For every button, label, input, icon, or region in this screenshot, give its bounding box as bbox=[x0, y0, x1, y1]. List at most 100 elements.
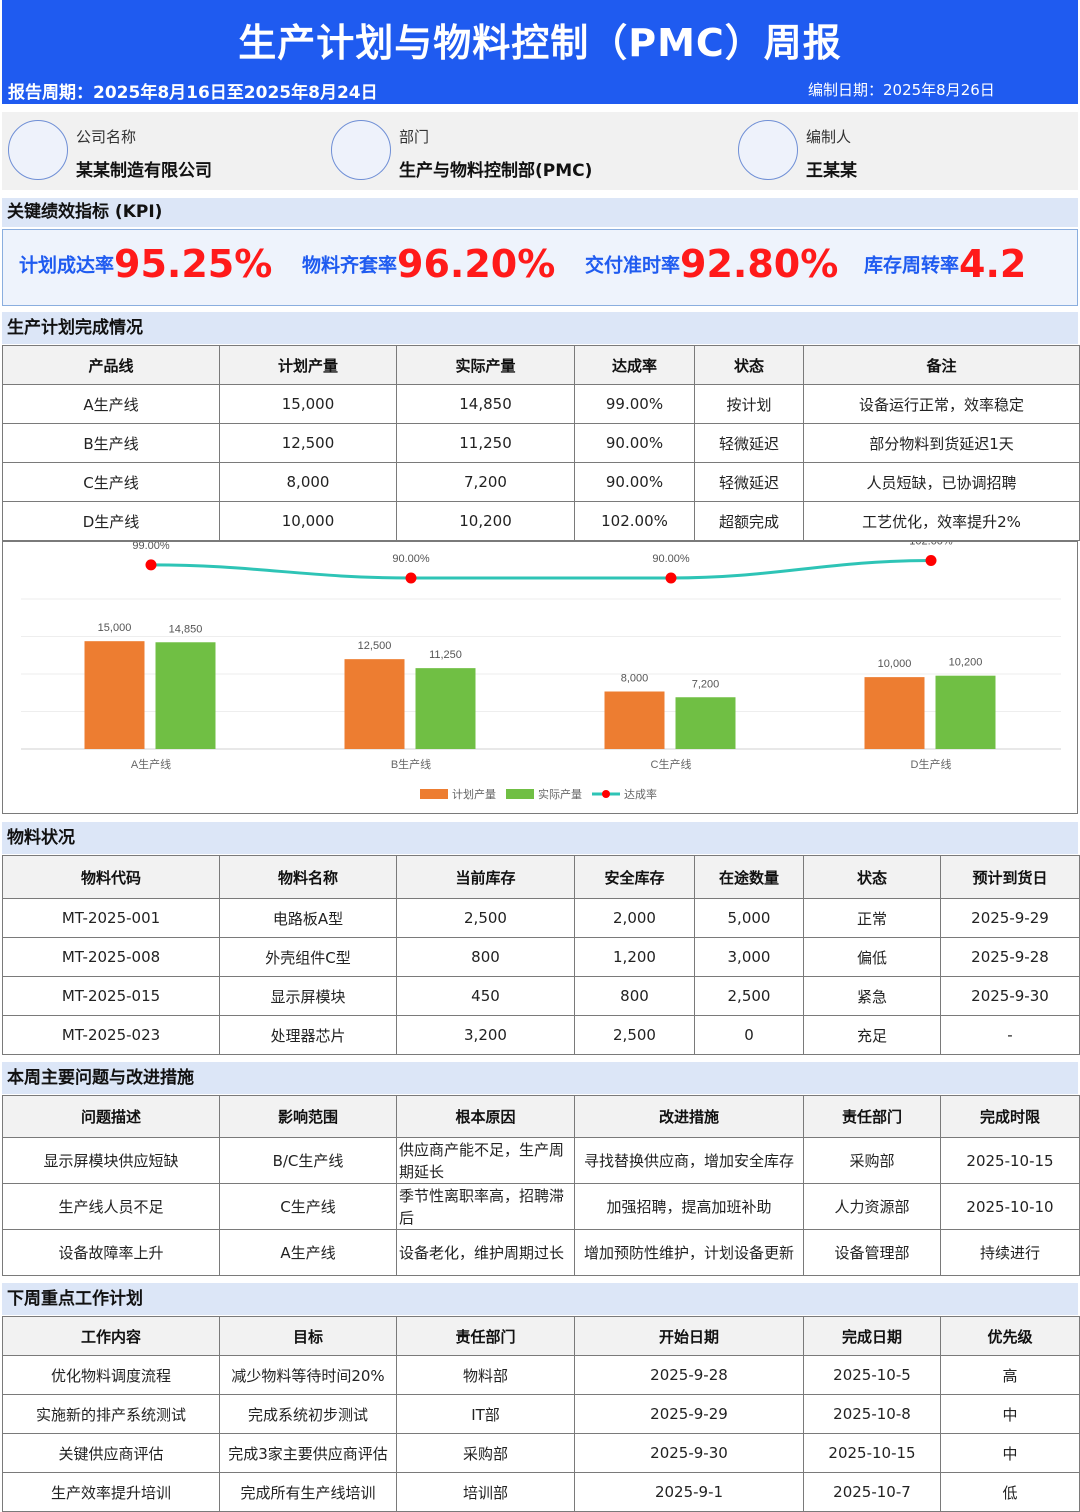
chart-line-label: 102.00% bbox=[909, 542, 953, 548]
table-cell: 外壳组件C型 bbox=[219, 937, 397, 977]
chart-data-label: 11,250 bbox=[429, 649, 462, 661]
chart-line-series bbox=[150, 559, 932, 580]
table-row: MT-2025-008 外壳组件C型 800 1,200 3,000 偏低 20… bbox=[2, 937, 1080, 977]
table-header-row: 工作内容 目标 责任部门 开始日期 完成日期 优先级 bbox=[2, 1316, 1080, 1356]
table-cell: 低 bbox=[940, 1472, 1080, 1512]
table-cell: 优化物料调度流程 bbox=[2, 1355, 220, 1395]
col-header: 实际产量 bbox=[396, 345, 575, 385]
table-cell: 显示屏模块 bbox=[219, 976, 397, 1016]
table-row: 生产效率提升培训 完成所有生产线培训 培训部 2025-9-1 2025-10-… bbox=[2, 1472, 1080, 1512]
table-cell: 处理器芯片 bbox=[219, 1015, 397, 1055]
table-cell: 高 bbox=[940, 1355, 1080, 1395]
table-cell: 15,000 bbox=[219, 384, 397, 424]
table-cell: 3,000 bbox=[694, 937, 804, 977]
table-cell: 部分物料到货延迟1天 bbox=[803, 423, 1080, 463]
table-cell: 超额完成 bbox=[694, 501, 804, 541]
table-cell: 12,500 bbox=[219, 423, 397, 463]
chart-data-label: 12,500 bbox=[358, 640, 392, 652]
table-cell: 2025-9-29 bbox=[940, 898, 1080, 938]
table-row: MT-2025-023 处理器芯片 3,200 2,500 0 充足 - bbox=[2, 1015, 1080, 1055]
table-cell: 2025-10-10 bbox=[940, 1183, 1080, 1230]
kpi-label: 物料齐套率 bbox=[302, 254, 398, 277]
table-cell: 5,000 bbox=[694, 898, 804, 938]
table-cell: 人力资源部 bbox=[803, 1183, 941, 1230]
production-chart: 15,000 14,850 A生产线 12,500 11,250 B生产线 8,000 7,2… bbox=[2, 541, 1078, 814]
table-cell: 完成3家主要供应商评估 bbox=[219, 1433, 397, 1473]
chart-line-label: 90.00% bbox=[392, 553, 430, 565]
table-cell: 800 bbox=[396, 937, 575, 977]
table-cell: 2025-10-7 bbox=[803, 1472, 941, 1512]
chart-bar bbox=[935, 675, 996, 749]
chart-bar bbox=[84, 641, 145, 749]
table-row: MT-2025-001 电路板A型 2,500 2,000 5,000 正常 2… bbox=[2, 898, 1080, 938]
table-cell: 季节性离职率高，招聘滞后 bbox=[396, 1183, 575, 1230]
table-cell: 采购部 bbox=[396, 1433, 575, 1473]
table-cell: 增加预防性维护，计划设备更新 bbox=[574, 1229, 804, 1276]
chart-data-label: 10,000 bbox=[878, 658, 912, 670]
table-cell: 2025-9-30 bbox=[940, 976, 1080, 1016]
table-cell: 2025-9-29 bbox=[574, 1394, 804, 1434]
table-cell: - bbox=[940, 1015, 1080, 1055]
table-cell: B生产线 bbox=[2, 423, 220, 463]
table-cell: 设备管理部 bbox=[803, 1229, 941, 1276]
table-cell: 2,500 bbox=[694, 976, 804, 1016]
company-label: 公司名称 bbox=[76, 128, 137, 146]
table-cell: MT-2025-023 bbox=[2, 1015, 220, 1055]
legend-label: 计划产量 bbox=[452, 787, 496, 801]
table-cell: 2,000 bbox=[574, 898, 695, 938]
table-cell: 加强招聘，提高加班补助 bbox=[574, 1183, 804, 1230]
table-cell: 持续进行 bbox=[940, 1229, 1080, 1276]
table-cell: IT部 bbox=[396, 1394, 575, 1434]
col-header: 备注 bbox=[803, 345, 1080, 385]
col-header: 改进措施 bbox=[574, 1095, 804, 1138]
chart-bar bbox=[344, 659, 405, 749]
table-row: D生产线 10,000 10,200 102.00% 超额完成 工艺优化，效率提… bbox=[2, 501, 1080, 541]
table-row: 显示屏模块供应短缺 B/C生产线 供应商产能不足，生产周期延长 寻找替换供应商，… bbox=[2, 1137, 1080, 1184]
table-row: A生产线 15,000 14,850 99.00% 按计划 设备运行正常，效率稳… bbox=[2, 384, 1080, 424]
table-cell: 物料部 bbox=[396, 1355, 575, 1395]
table-cell: 显示屏模块供应短缺 bbox=[2, 1137, 220, 1184]
kpi-material-rate: 物料齐套率96.20% bbox=[302, 242, 555, 286]
table-cell: 培训部 bbox=[396, 1472, 575, 1512]
table-cell: MT-2025-015 bbox=[2, 976, 220, 1016]
chart-x-tick-label: C生产线 bbox=[651, 757, 692, 771]
table-cell: 2025-10-15 bbox=[940, 1137, 1080, 1184]
col-header: 根本原因 bbox=[396, 1095, 575, 1138]
chart-bar bbox=[864, 677, 925, 749]
legend-swatch bbox=[420, 789, 448, 799]
col-header: 预计到货日 bbox=[940, 855, 1080, 899]
table-cell: 90.00% bbox=[574, 462, 695, 502]
table-cell: 偏低 bbox=[803, 937, 941, 977]
report-header: 生产计划与物料控制（PMC）周报 报告周期：2025年8月16日至2025年8月… bbox=[2, 0, 1078, 104]
col-header: 达成率 bbox=[574, 345, 695, 385]
chart-line-point bbox=[405, 572, 417, 584]
table-row: 实施新的排产系统测试 完成系统初步测试 IT部 2025-9-29 2025-1… bbox=[2, 1394, 1080, 1434]
table-cell: A生产线 bbox=[219, 1229, 397, 1276]
table-cell: 供应商产能不足，生产周期延长 bbox=[396, 1137, 575, 1184]
col-header: 计划产量 bbox=[219, 345, 397, 385]
legend-label: 达成率 bbox=[624, 787, 657, 801]
table-cell: A生产线 bbox=[2, 384, 220, 424]
col-header: 工作内容 bbox=[2, 1316, 220, 1356]
kpi-label: 计划成达率 bbox=[19, 254, 115, 277]
report-title: 生产计划与物料控制（PMC）周报 bbox=[238, 21, 842, 65]
table-cell: 10,200 bbox=[396, 501, 575, 541]
table-cell: 设备老化，维护周期过长 bbox=[396, 1229, 575, 1276]
col-header: 物料名称 bbox=[219, 855, 397, 899]
table-cell: 工艺优化，效率提升2% bbox=[803, 501, 1080, 541]
table-row: C生产线 8,000 7,200 90.00% 轻微延迟 人员短缺，已协调招聘 bbox=[2, 462, 1080, 502]
table-cell: MT-2025-001 bbox=[2, 898, 220, 938]
plan-table: 工作内容 目标 责任部门 开始日期 完成日期 优先级 优化物料调度流程 减少物料… bbox=[2, 1316, 1080, 1512]
kpi-value: 96.20% bbox=[397, 242, 556, 286]
table-cell: 99.00% bbox=[574, 384, 695, 424]
col-header: 完成时限 bbox=[940, 1095, 1080, 1138]
kpi-panel: 计划成达率95.25% 物料齐套率96.20% 交付准时率92.80% 库存周转… bbox=[2, 229, 1078, 306]
table-cell: B/C生产线 bbox=[219, 1137, 397, 1184]
table-cell: 2025-10-8 bbox=[803, 1394, 941, 1434]
kpi-value: 92.80% bbox=[680, 242, 839, 286]
table-cell: 生产线人员不足 bbox=[2, 1183, 220, 1230]
table-cell: 90.00% bbox=[574, 423, 695, 463]
chart-line-point bbox=[925, 555, 937, 566]
kpi-plan-rate: 计划成达率95.25% bbox=[19, 242, 272, 286]
table-cell: 紧急 bbox=[803, 976, 941, 1016]
